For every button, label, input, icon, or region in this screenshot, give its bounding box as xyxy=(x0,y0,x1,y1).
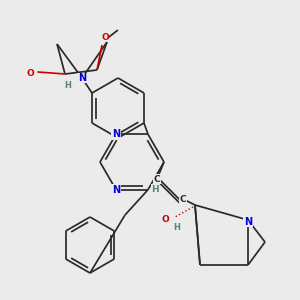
Text: C: C xyxy=(154,175,160,184)
Text: N: N xyxy=(78,73,86,83)
Text: O: O xyxy=(26,70,34,79)
Text: H: H xyxy=(151,184,159,194)
Text: O: O xyxy=(101,32,109,41)
Text: N: N xyxy=(112,185,120,195)
Text: O: O xyxy=(161,214,169,224)
Text: N: N xyxy=(112,129,120,139)
Text: N: N xyxy=(244,217,252,227)
Text: C: C xyxy=(180,194,186,203)
Text: H: H xyxy=(64,80,71,89)
Text: H: H xyxy=(174,223,180,232)
